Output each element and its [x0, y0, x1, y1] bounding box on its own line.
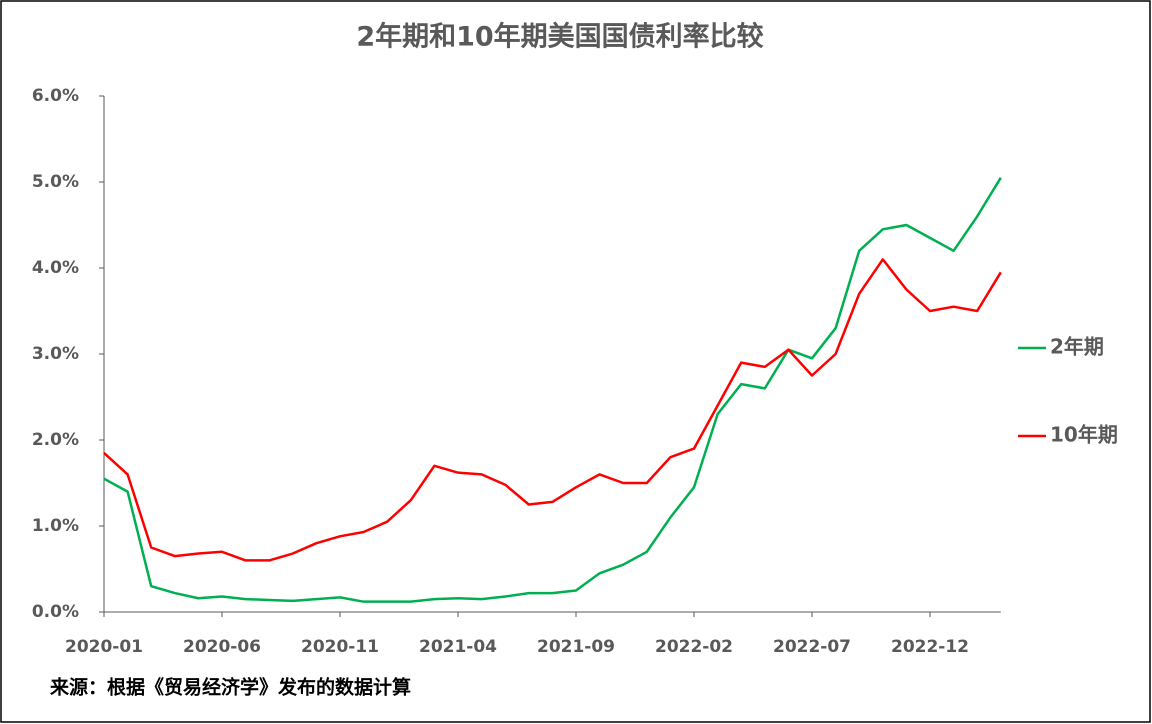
- y-tick-label: 6.0%: [32, 86, 79, 106]
- series-line: [103, 177, 1002, 603]
- y-tick-label: 5.0%: [32, 172, 79, 192]
- x-tick-label: 2021-09: [537, 637, 615, 657]
- chart-title: 2年期和10年期美国国债利率比较: [356, 21, 763, 53]
- series-line: [103, 258, 1002, 562]
- y-tick-label: 1.0%: [32, 516, 79, 536]
- y-tick-label: 2.0%: [32, 430, 79, 450]
- x-tick-label: 2022-12: [891, 637, 969, 657]
- legend-label: 2年期: [1050, 335, 1104, 359]
- x-tick-label: 2022-07: [773, 637, 851, 657]
- x-tick-label: 2020-01: [65, 637, 143, 657]
- x-tick-label: 2022-02: [655, 637, 733, 657]
- x-tick-label: 2020-11: [301, 637, 379, 657]
- y-tick-label: 0.0%: [32, 602, 79, 622]
- legend-label: 10年期: [1050, 423, 1118, 447]
- source-note: 来源：根据《贸易经济学》发布的数据计算: [50, 676, 411, 699]
- x-tick-label: 2021-04: [419, 637, 497, 657]
- x-tick-label: 2020-06: [183, 637, 261, 657]
- y-tick-label: 3.0%: [32, 344, 79, 364]
- y-tick-label: 4.0%: [32, 258, 79, 278]
